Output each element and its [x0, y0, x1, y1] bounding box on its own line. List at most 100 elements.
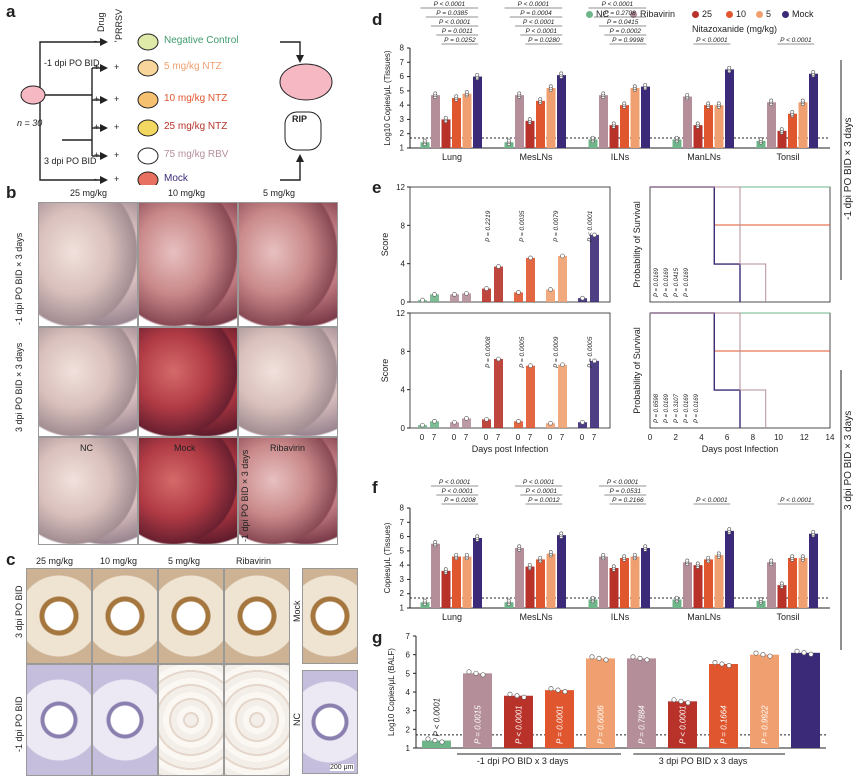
- km-rbv: [650, 312, 767, 428]
- group-label: -1 dpi PO BID x 3 days: [477, 756, 569, 766]
- x-axis-label: Days post Infection: [472, 444, 549, 454]
- a-row-label-0: Negative Control: [164, 35, 239, 46]
- a-row-drug-0: -: [94, 36, 97, 46]
- p-value: P = 0.0005: [519, 336, 526, 368]
- data-point: [466, 669, 472, 675]
- score-bar: [494, 359, 503, 428]
- y-tick-label: 7: [400, 58, 405, 67]
- data-point: [727, 65, 732, 70]
- b-side-note: -1 dpi PO BID × 3 days: [240, 449, 250, 542]
- p-value: P < 0.0001: [780, 37, 812, 44]
- data-point: [580, 419, 585, 425]
- data-point: [769, 98, 774, 103]
- legend-label: Mock: [792, 9, 814, 19]
- p-value: P < 0.0001: [523, 19, 555, 26]
- data-point: [454, 94, 459, 99]
- y-tick-label: 7: [400, 518, 405, 527]
- data-point: [611, 564, 616, 569]
- data-point: [514, 693, 520, 699]
- bar-25-Tonsil: [777, 585, 787, 608]
- bar-Ribavirin: [627, 658, 656, 748]
- photo-b-2-3: [238, 327, 338, 437]
- bar-Mock-MesLNs: [557, 535, 566, 608]
- score-bar: [546, 423, 555, 428]
- data-point: [473, 670, 479, 676]
- data-point: [695, 121, 700, 126]
- category-label: MesLNs: [519, 152, 553, 162]
- data-point: [643, 544, 648, 549]
- data-point: [769, 558, 774, 563]
- data-point: [779, 127, 784, 132]
- x-tick-label: 0: [648, 433, 653, 442]
- data-point: [601, 552, 606, 557]
- score-frame: [409, 186, 611, 303]
- data-point: [611, 121, 616, 126]
- data-point: [632, 552, 637, 557]
- a-row-label-1: 5 mg/kg NTZ: [164, 61, 222, 72]
- data-point: [443, 115, 448, 120]
- data-point: [464, 291, 469, 296]
- data-point: [801, 650, 807, 656]
- data-point: [480, 672, 486, 678]
- data-point: [800, 554, 805, 559]
- x-tick-label: 10: [774, 433, 783, 442]
- p-value: P = 0.0415: [674, 267, 680, 297]
- data-point: [644, 657, 650, 663]
- micro-1-1: [26, 568, 92, 664]
- legend-label: 25: [702, 9, 713, 19]
- a-row-prrsv-5: +: [114, 174, 120, 184]
- data-point: [464, 416, 469, 421]
- bar-Ribavirin-Tonsil: [767, 562, 776, 608]
- bar-25-ILNs: [609, 568, 619, 608]
- y-tick-label: 2: [400, 129, 405, 138]
- data-point: [716, 551, 721, 556]
- bar-Mock-MesLNs: [557, 75, 566, 148]
- data-point: [422, 138, 427, 143]
- legend-swatch: [586, 11, 593, 18]
- data-point: [637, 655, 643, 661]
- data-point: [432, 738, 438, 744]
- legend-label: NC: [596, 9, 609, 19]
- data-point: [808, 651, 814, 657]
- category-label: Lung: [442, 612, 462, 622]
- c-row-2: -1 dpi PO BID: [14, 696, 24, 752]
- score-bar: [430, 294, 439, 302]
- y-tick-label: 12: [396, 183, 405, 192]
- photo-b-1-2: [138, 202, 238, 327]
- y-tick-label: 3: [400, 115, 405, 124]
- data-point: [643, 82, 648, 87]
- data-point: [562, 689, 568, 695]
- c-right-top: Mock: [292, 600, 302, 622]
- panel-label-f: f: [372, 478, 378, 497]
- category-label: ILNs: [611, 152, 630, 162]
- y-tick-label: 1: [400, 144, 405, 153]
- p-value: P < 0.0001: [696, 37, 728, 44]
- data-point: [425, 736, 431, 742]
- data-point: [706, 101, 711, 106]
- data-point: [464, 552, 469, 557]
- bar-5-Tonsil: [798, 102, 808, 148]
- a-row-prrsv-1: +: [114, 62, 120, 72]
- scale-bar: 200 μm: [330, 764, 354, 771]
- bar-25-Lung: [441, 570, 451, 608]
- data-point: [538, 555, 543, 560]
- data-point: [601, 91, 606, 96]
- bar-Ribavirin-MesLNs: [515, 95, 524, 148]
- p-value: P = 0.0169: [694, 393, 700, 423]
- data-point: [559, 71, 564, 76]
- bar-Mock-ILNs: [641, 548, 650, 608]
- bar-10-Tonsil: [788, 113, 797, 148]
- data-point: [695, 561, 700, 566]
- bar-10-ManLNs: [704, 559, 713, 608]
- p-value: P = 0.0002: [610, 28, 642, 35]
- micro-1-3: [158, 568, 224, 664]
- bar-Ribavirin: [463, 673, 492, 748]
- bar-5: [586, 658, 615, 748]
- score-bar: [482, 419, 491, 428]
- bar-Ribavirin-Tonsil: [767, 102, 776, 148]
- data-point: [432, 292, 437, 297]
- data-point: [685, 558, 690, 563]
- y-axis-label: Score: [380, 359, 390, 383]
- data-point: [548, 287, 553, 292]
- data-point: [779, 581, 784, 586]
